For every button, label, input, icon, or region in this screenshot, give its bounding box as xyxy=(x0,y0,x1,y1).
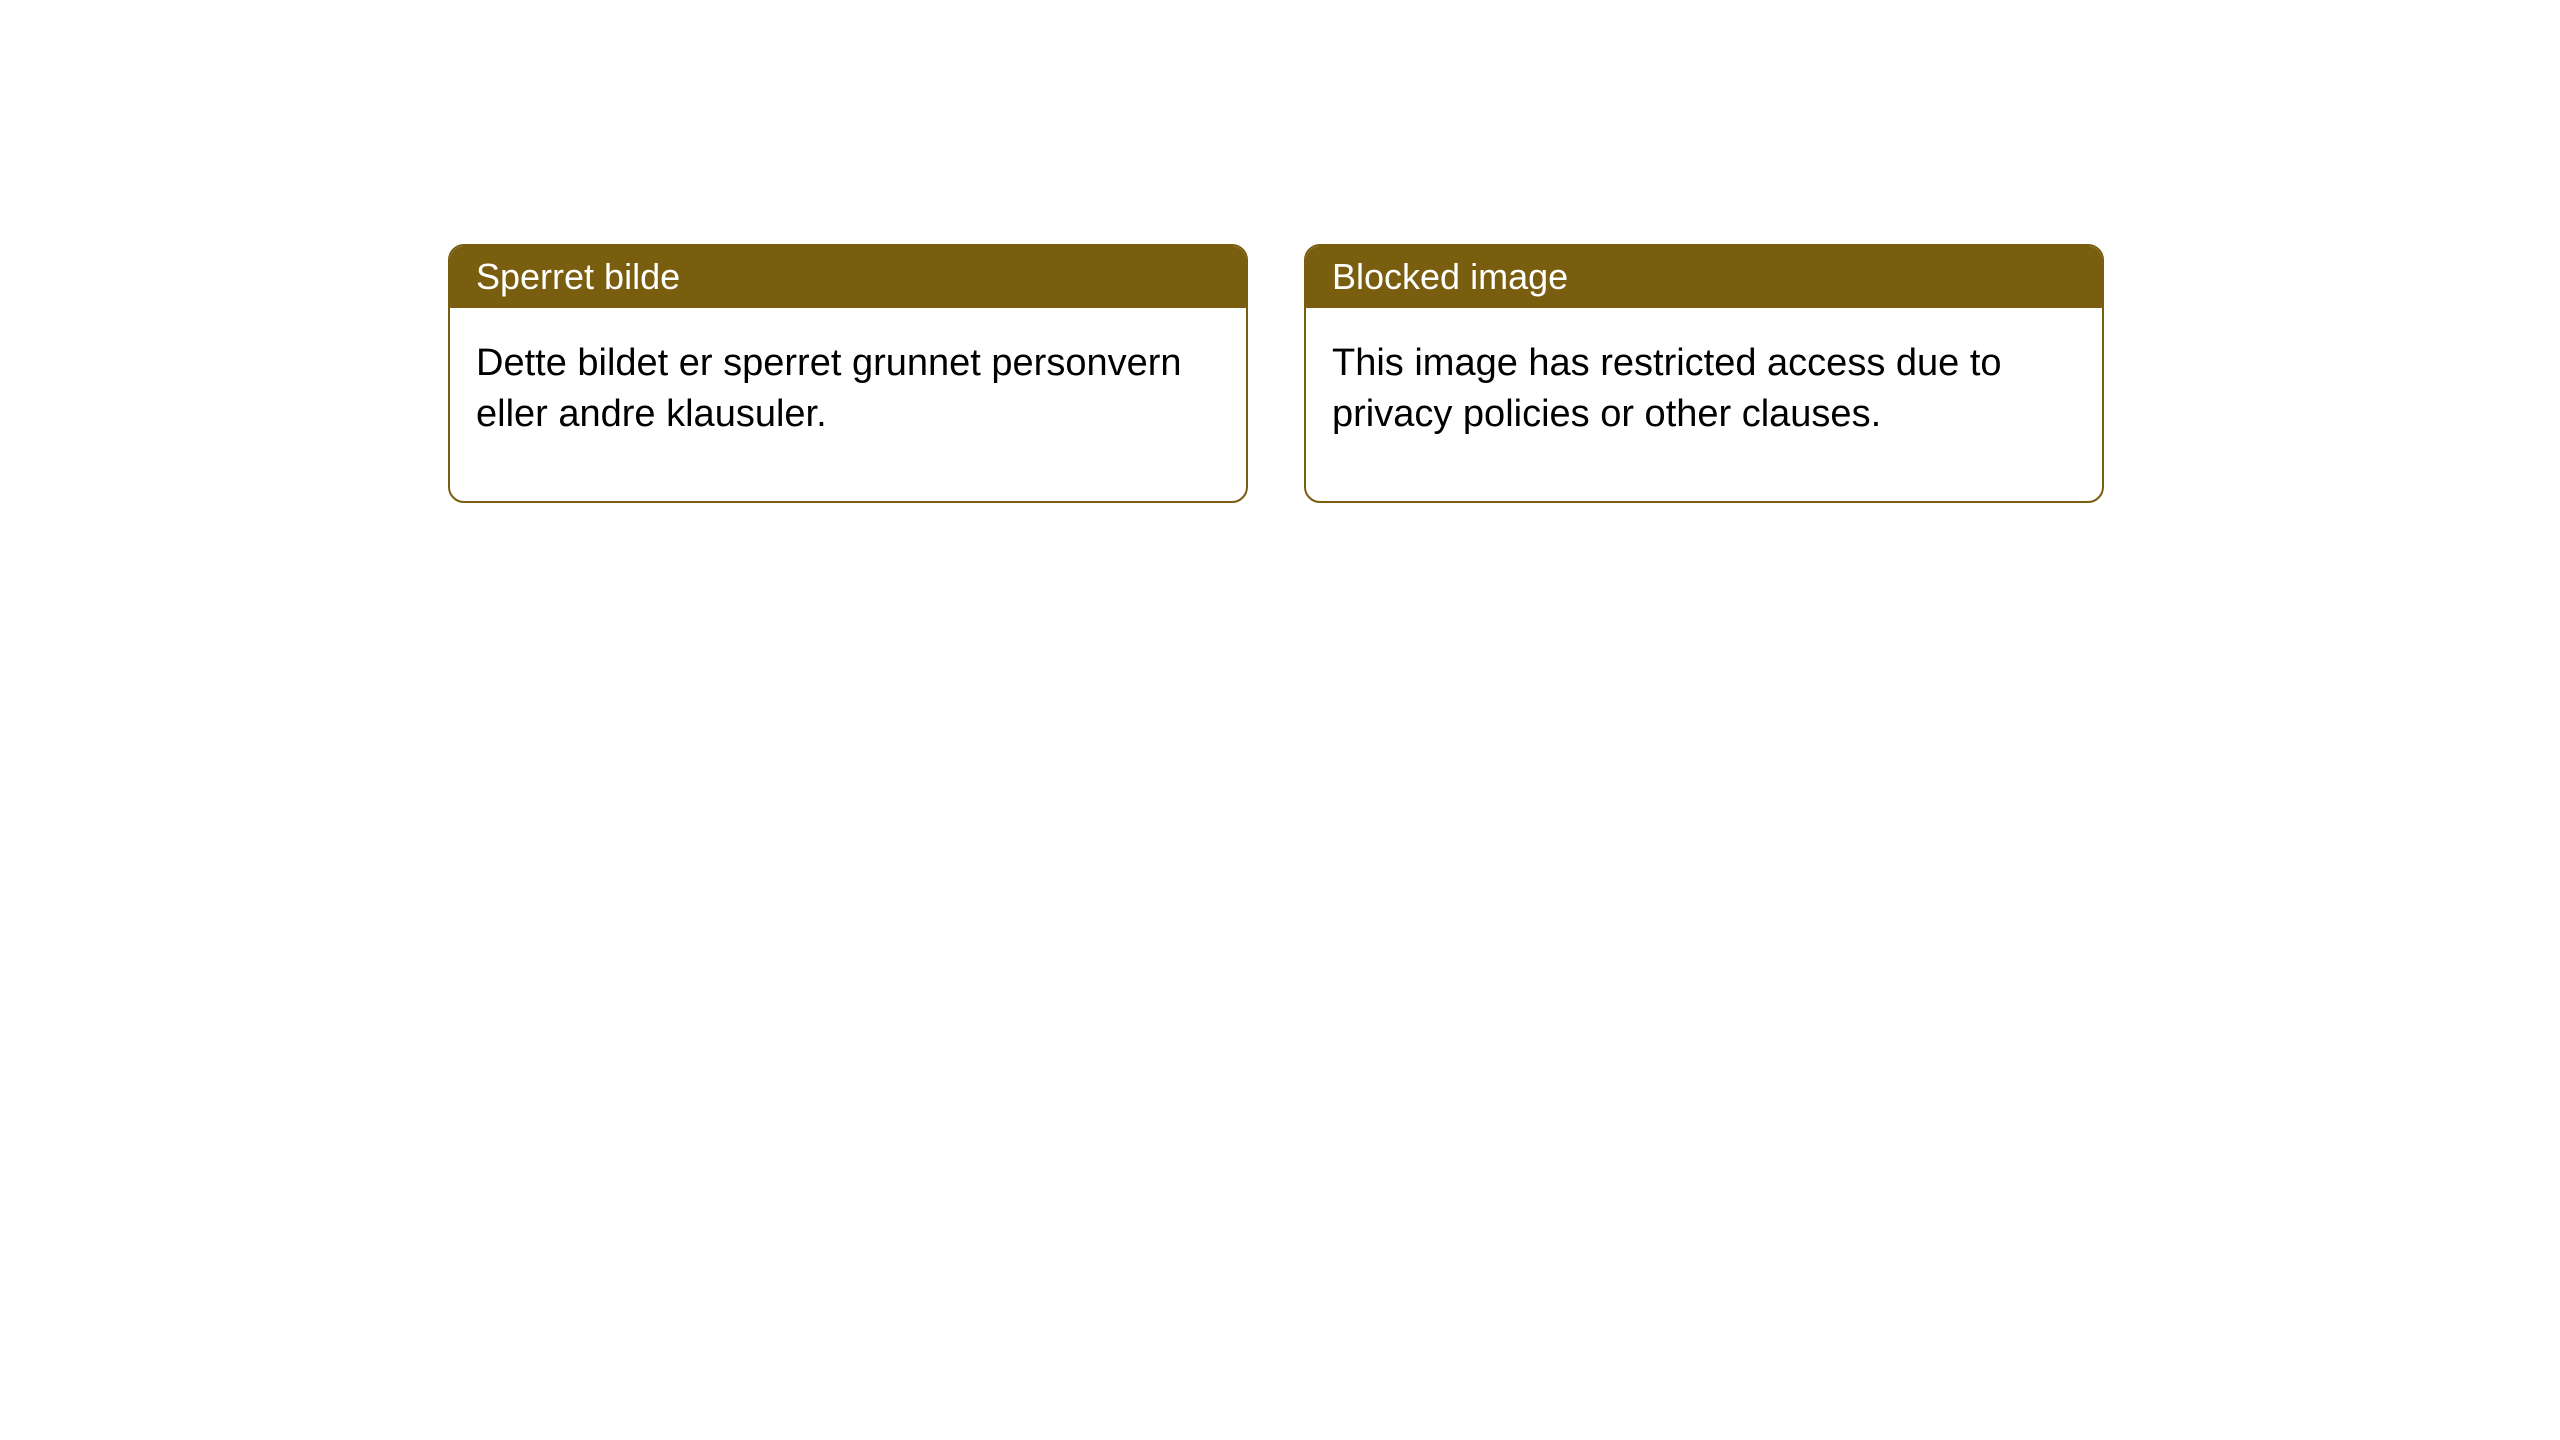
notice-container: Sperret bilde Dette bildet er sperret gr… xyxy=(448,244,2104,503)
notice-header: Sperret bilde xyxy=(450,246,1246,308)
notice-card-english: Blocked image This image has restricted … xyxy=(1304,244,2104,503)
notice-title: Sperret bilde xyxy=(476,256,680,297)
notice-body: This image has restricted access due to … xyxy=(1306,308,2102,501)
notice-card-norwegian: Sperret bilde Dette bildet er sperret gr… xyxy=(448,244,1248,503)
notice-body: Dette bildet er sperret grunnet personve… xyxy=(450,308,1246,501)
notice-title: Blocked image xyxy=(1332,256,1568,297)
notice-header: Blocked image xyxy=(1306,246,2102,308)
notice-message: Dette bildet er sperret grunnet personve… xyxy=(476,342,1182,435)
notice-message: This image has restricted access due to … xyxy=(1332,342,2002,435)
